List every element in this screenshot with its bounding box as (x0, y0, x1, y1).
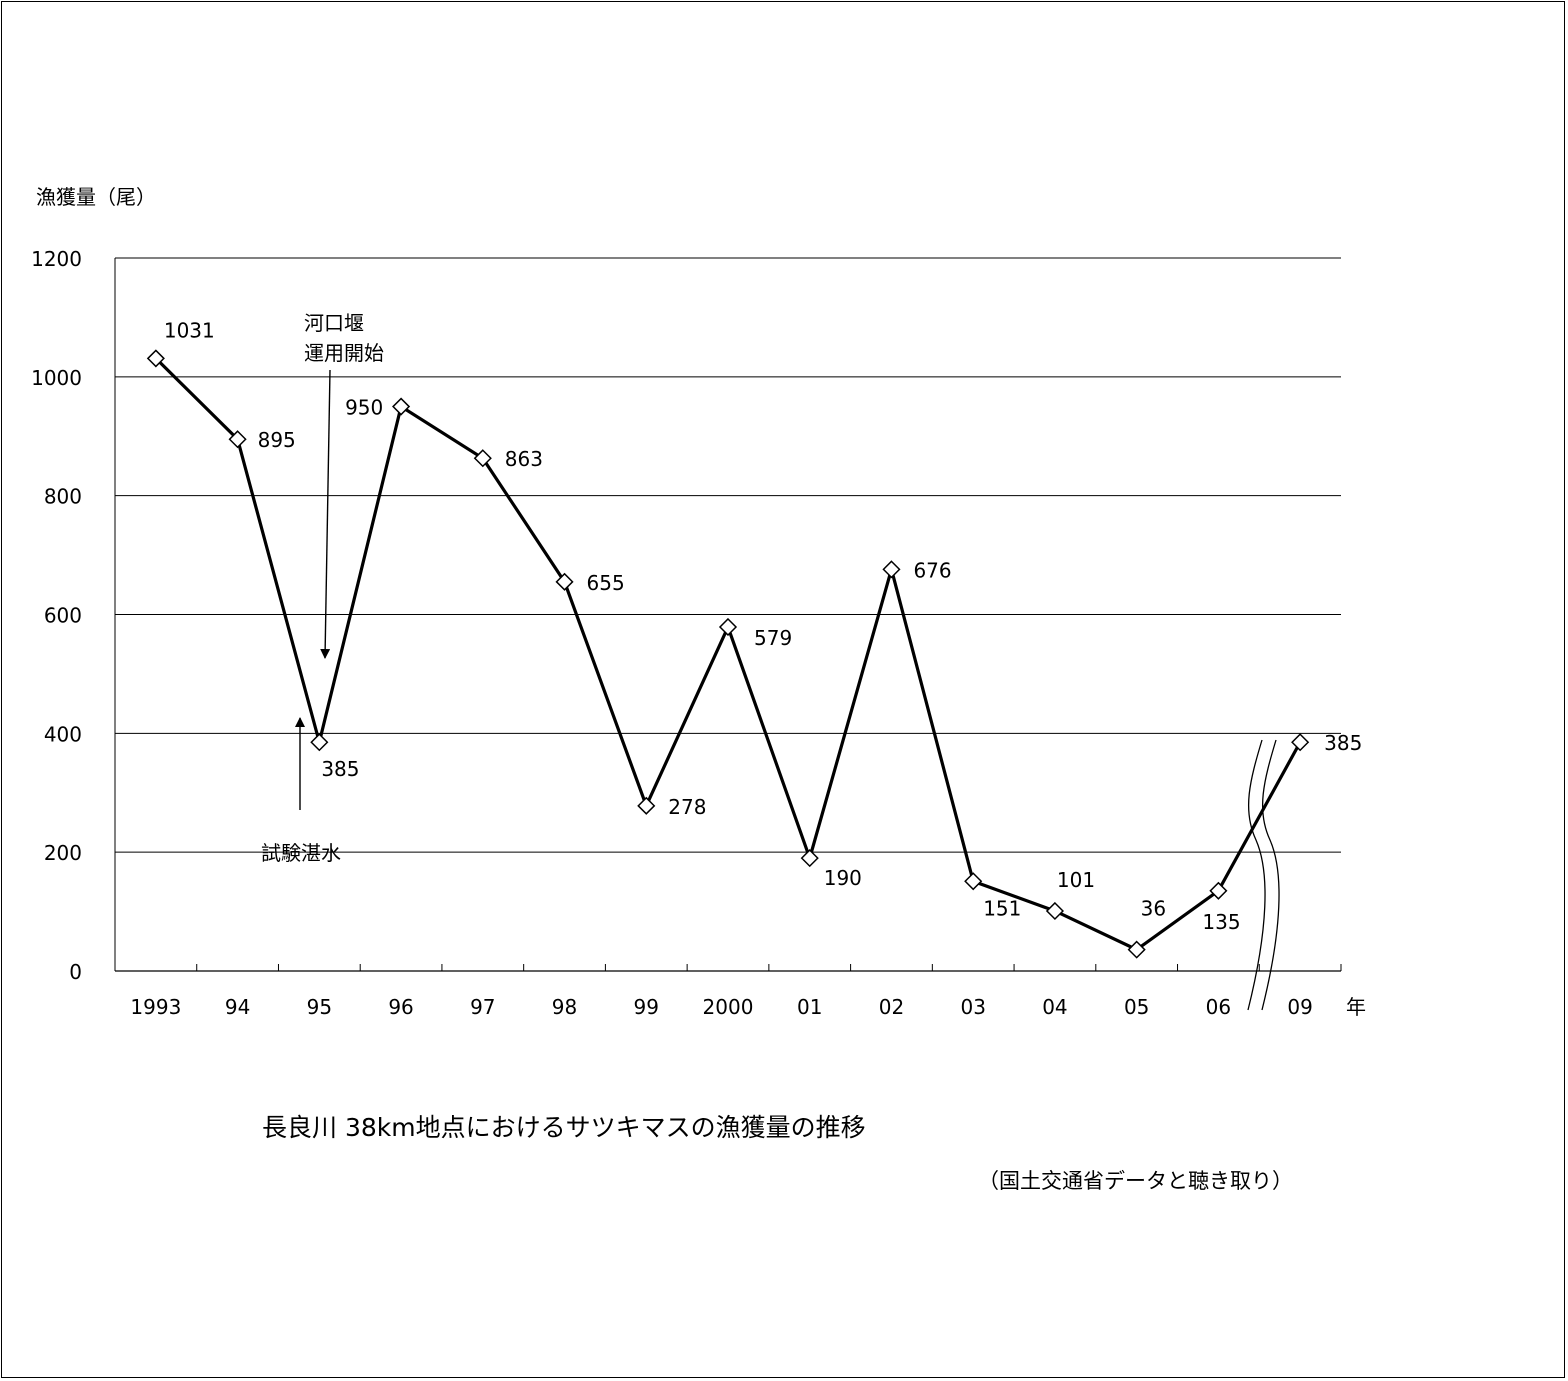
y-tick-label: 200 (44, 841, 82, 865)
chart-source: （国土交通省データと聴き取り） (978, 1169, 1293, 1193)
chart-title: 長良川 38km地点におけるサツキマスの漁獲量の推移 (262, 1113, 866, 1142)
x-tick-label: 2000 (703, 995, 754, 1019)
data-label: 151 (983, 896, 1021, 920)
data-label: 655 (587, 571, 625, 595)
x-tick-label: 1993 (130, 995, 181, 1019)
annotation-dam-operation: 河口堰 運用開始 (304, 311, 384, 659)
x-tick-label: 05 (1124, 995, 1149, 1019)
annotation-line: 試験湛水 (261, 841, 341, 865)
data-point-marker (1127, 940, 1146, 959)
y-tick-label: 0 (69, 960, 82, 984)
y-tick-label: 1000 (31, 366, 82, 390)
data-label: 385 (1324, 731, 1362, 755)
x-tick-label: 97 (470, 995, 495, 1019)
annotation-test-impoundment: 試験湛水 (261, 717, 341, 865)
data-point-marker (964, 872, 983, 891)
annotation-line: 河口堰 (304, 311, 364, 335)
axis-break-mark (1247, 739, 1280, 1011)
y-tick-label: 600 (44, 604, 82, 628)
x-tick-label: 02 (879, 995, 904, 1019)
x-axis: 1993 94 95 96 97 98 99 2000 01 02 03 04 05 06 09 (114, 964, 1342, 1019)
annotation-arrow (320, 369, 331, 659)
data-point-marker (146, 349, 165, 368)
x-tick-label: 01 (797, 995, 822, 1019)
data-point-marker (800, 849, 819, 868)
data-point-marker (228, 430, 247, 449)
data-point-marker (882, 560, 901, 579)
data-label: 950 (345, 396, 383, 420)
data-point-marker (1045, 901, 1064, 921)
y-axis-title: 漁獲量（尾） (36, 185, 156, 209)
x-axis-unit: 年 (1346, 995, 1366, 1019)
data-point-marker (555, 572, 574, 591)
data-label: 1031 (164, 318, 215, 342)
data-label: 190 (824, 866, 862, 890)
x-tick-label: 04 (1042, 995, 1067, 1019)
x-tick-label: 96 (388, 995, 413, 1019)
x-tick-label: 94 (225, 995, 250, 1019)
x-tick-label: 98 (552, 995, 577, 1019)
y-tick-label: 1200 (31, 247, 82, 271)
gridlines (115, 257, 1341, 853)
data-point-marker (392, 397, 411, 416)
annotation-line: 運用開始 (304, 341, 384, 365)
data-label: 36 (1141, 897, 1166, 921)
x-tick-label: 95 (307, 995, 332, 1019)
data-label: 278 (668, 795, 706, 819)
data-labels: 1031 895 385 950 863 655 278 579 190 676 151 101 36 1… (164, 318, 1362, 933)
x-tick-label: 09 (1287, 995, 1312, 1019)
data-point-marker (310, 733, 329, 752)
y-axis: 0 200 400 600 800 1000 1200 (31, 247, 116, 984)
data-label: 676 (913, 558, 951, 582)
data-point-marker (1291, 733, 1310, 752)
y-tick-label: 800 (44, 485, 82, 509)
data-label: 579 (754, 626, 792, 650)
data-point-marker (473, 449, 492, 468)
data-label: 895 (258, 428, 296, 452)
data-point-marker (718, 617, 738, 637)
x-tick-label: 06 (1206, 995, 1231, 1019)
y-tick-label: 400 (44, 722, 82, 746)
x-tick-label: 99 (634, 995, 659, 1019)
data-label: 385 (321, 757, 359, 781)
data-points (146, 349, 1310, 959)
data-label: 135 (1202, 910, 1240, 934)
x-tick-label: 03 (960, 995, 985, 1019)
data-point-marker (1209, 881, 1228, 900)
data-point-marker (637, 796, 656, 815)
data-label: 101 (1057, 868, 1095, 892)
data-label: 863 (505, 447, 543, 471)
